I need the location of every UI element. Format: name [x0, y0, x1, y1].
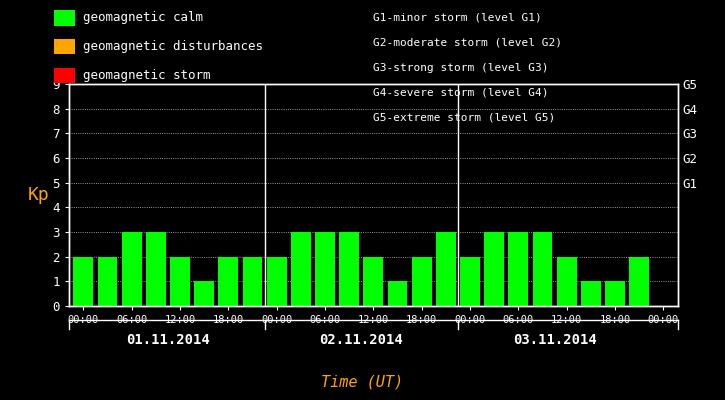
Text: geomagnetic disturbances: geomagnetic disturbances: [83, 40, 263, 53]
Text: 03.11.2014: 03.11.2014: [513, 333, 597, 347]
Bar: [605, 281, 625, 306]
Bar: [363, 257, 384, 306]
Bar: [484, 232, 504, 306]
Bar: [243, 257, 262, 306]
Bar: [291, 232, 311, 306]
Bar: [629, 257, 649, 306]
Bar: [267, 257, 286, 306]
Text: G5-extreme storm (level G5): G5-extreme storm (level G5): [373, 112, 555, 122]
Bar: [581, 281, 601, 306]
Text: G4-severe storm (level G4): G4-severe storm (level G4): [373, 88, 549, 98]
Text: G1-minor storm (level G1): G1-minor storm (level G1): [373, 13, 542, 23]
Bar: [146, 232, 166, 306]
Text: G2-moderate storm (level G2): G2-moderate storm (level G2): [373, 38, 563, 48]
Bar: [339, 232, 359, 306]
Bar: [412, 257, 431, 306]
Bar: [460, 257, 480, 306]
Bar: [557, 257, 576, 306]
Text: G3-strong storm (level G3): G3-strong storm (level G3): [373, 63, 549, 73]
Text: 01.11.2014: 01.11.2014: [126, 333, 210, 347]
Bar: [436, 232, 456, 306]
Bar: [73, 257, 94, 306]
Text: geomagnetic storm: geomagnetic storm: [83, 69, 211, 82]
Bar: [218, 257, 239, 306]
Bar: [122, 232, 141, 306]
Y-axis label: Kp: Kp: [28, 186, 49, 204]
Text: 02.11.2014: 02.11.2014: [320, 333, 403, 347]
Bar: [508, 232, 529, 306]
Text: Time (UT): Time (UT): [321, 374, 404, 390]
Bar: [194, 281, 214, 306]
Bar: [315, 232, 335, 306]
Bar: [170, 257, 190, 306]
Bar: [533, 232, 552, 306]
Bar: [98, 257, 117, 306]
Bar: [388, 281, 407, 306]
Text: geomagnetic calm: geomagnetic calm: [83, 12, 204, 24]
